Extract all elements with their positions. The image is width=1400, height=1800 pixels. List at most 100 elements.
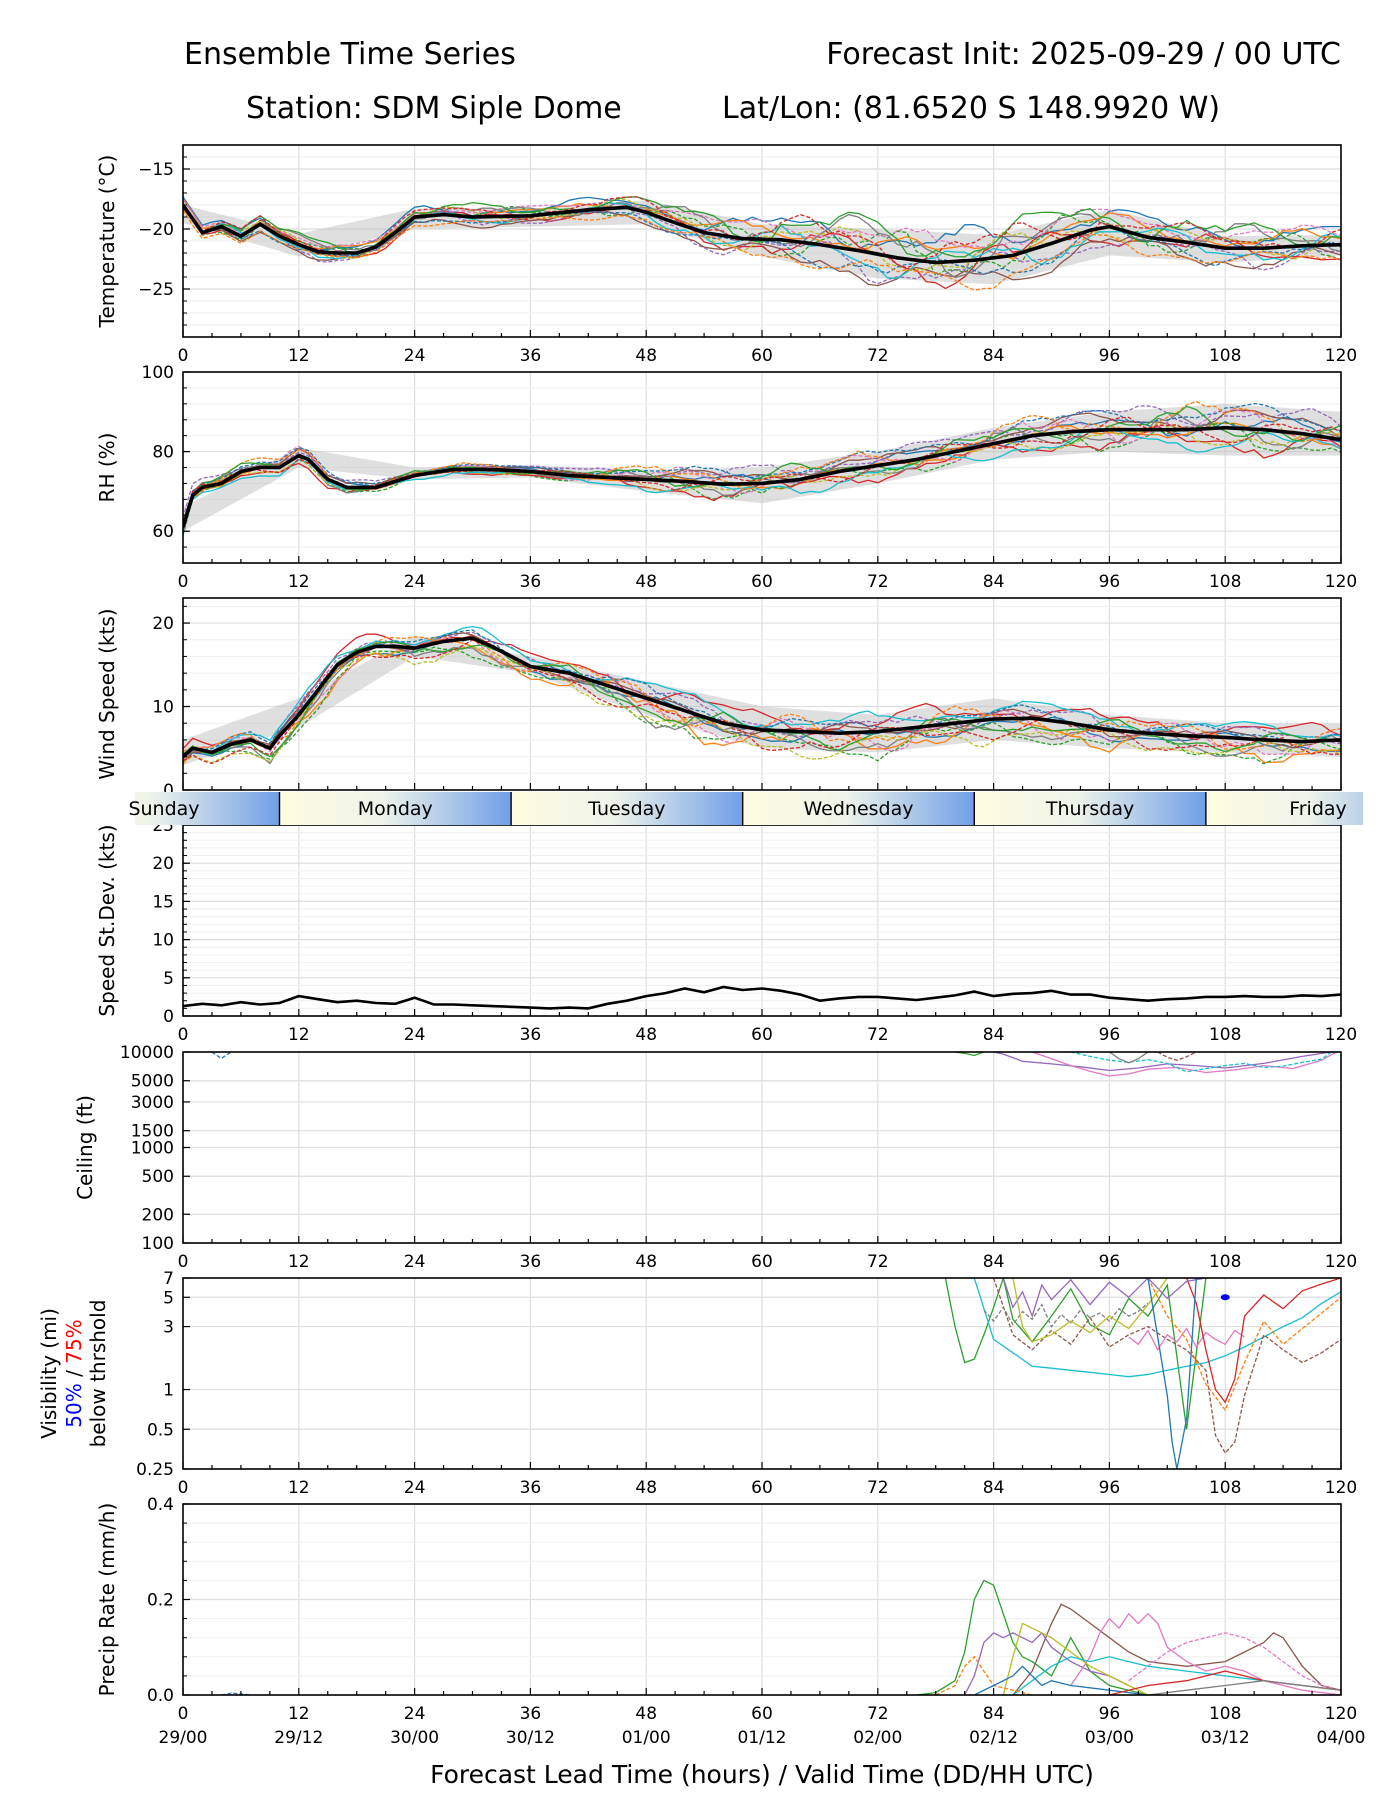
ensemble-member-line bbox=[954, 1052, 985, 1057]
threshold-separator: / bbox=[62, 1364, 86, 1383]
valid-time-label: 29/00 bbox=[159, 1728, 208, 1748]
panel-temperature: 0 12 24 36 48 60 72 84 96 108 120 −25 −20 −15 Temperat… bbox=[95, 144, 1357, 366]
y-axis-label: Temperature (°C) bbox=[95, 155, 119, 329]
x-tick-label: 96 bbox=[1099, 1252, 1121, 1272]
day-label: Sunday bbox=[128, 798, 199, 820]
y-tick-label: 0 bbox=[163, 781, 174, 801]
valid-time-label: 02/00 bbox=[853, 1728, 902, 1748]
y-tick-label: 10 bbox=[152, 698, 174, 718]
x-tick-label: 84 bbox=[983, 1478, 1005, 1498]
valid-time-label: 02/12 bbox=[969, 1728, 1018, 1748]
y-tick-label: 3 bbox=[163, 1318, 174, 1338]
valid-time-label: 29/12 bbox=[274, 1728, 323, 1748]
y-tick-label: 0.25 bbox=[136, 1460, 174, 1480]
y-tick-label: 500 bbox=[142, 1167, 174, 1187]
x-tick-label: 60 bbox=[751, 1252, 773, 1272]
y-tick-label: 0.5 bbox=[147, 1420, 174, 1440]
x-tick-label: 24 bbox=[404, 346, 426, 366]
x-tick-label: 48 bbox=[635, 1704, 657, 1724]
threshold-legend: 50% / 75% bbox=[62, 1319, 86, 1427]
threshold-50-marker bbox=[1220, 1294, 1230, 1301]
valid-time-label: 03/12 bbox=[1201, 1728, 1250, 1748]
x-tick-label: 12 bbox=[288, 1252, 310, 1272]
x-tick-label: 24 bbox=[404, 1252, 426, 1272]
day-band bbox=[511, 792, 743, 825]
x-tick-label: 36 bbox=[520, 572, 542, 592]
x-tick-label: 120 bbox=[1325, 1252, 1357, 1272]
y-tick-label: 5000 bbox=[131, 1072, 174, 1092]
day-band bbox=[135, 792, 280, 825]
ensemble-member-line bbox=[183, 209, 1341, 291]
figure-title-right: Forecast Init: 2025-09-29 / 00 UTC bbox=[826, 37, 1341, 72]
x-tick-label: 48 bbox=[635, 572, 657, 592]
station-label: Station: SDM Siple Dome bbox=[246, 91, 622, 126]
ensemble-mean-line bbox=[183, 636, 1341, 758]
y-axis-label: Precip Rate (mm/h) bbox=[95, 1503, 119, 1697]
y-tick-label: 20 bbox=[152, 614, 174, 634]
x-tick-label: 36 bbox=[520, 1025, 542, 1045]
ensemble-member-line bbox=[1185, 1278, 1341, 1404]
plot-area-visibility bbox=[944, 1278, 1341, 1469]
x-tick-label: 12 bbox=[288, 572, 310, 592]
x-tick-label: 0 bbox=[178, 1025, 189, 1045]
ensemble-member-line bbox=[1109, 1052, 1149, 1064]
day-label: Tuesday bbox=[587, 798, 665, 820]
x-tick-label: 48 bbox=[635, 1025, 657, 1045]
figure-title-left: Ensemble Time Series bbox=[184, 37, 516, 72]
ensemble-mean-line bbox=[183, 425, 1341, 528]
y-tick-label: 0.2 bbox=[147, 1591, 174, 1611]
panel-visibility: 0 12 24 36 48 60 72 84 96 108 120 0.25 0.5 1 3 57 Visibi… bbox=[37, 1269, 1357, 1498]
threshold-75-label: 75% bbox=[62, 1319, 86, 1363]
plot-area-rh bbox=[183, 400, 1341, 536]
x-tick-label: 108 bbox=[1209, 1252, 1241, 1272]
y-tick-label: 0.4 bbox=[147, 1495, 174, 1515]
day-label: Monday bbox=[358, 798, 433, 820]
x-tick-label: 108 bbox=[1209, 1478, 1241, 1498]
plot-area-temperature bbox=[183, 196, 1341, 291]
x-tick-label: 96 bbox=[1099, 1478, 1121, 1498]
y-tick-label: 5 bbox=[163, 1288, 174, 1308]
plot-area-ceiling bbox=[211, 1052, 1341, 1077]
y-tick-label: 5 bbox=[163, 969, 174, 989]
ensemble-member-line bbox=[1128, 1327, 1245, 1352]
x-tick-label: 12 bbox=[288, 346, 310, 366]
ensemble-member-line bbox=[973, 1278, 1341, 1378]
x-tick-label: 120 bbox=[1325, 1478, 1357, 1498]
threshold-sublabel: below thrshold bbox=[86, 1300, 110, 1448]
day-label: Friday bbox=[1289, 798, 1347, 820]
x-tick-label: 72 bbox=[867, 572, 889, 592]
ensemble-member-line bbox=[993, 1052, 1341, 1072]
x-tick-label: 96 bbox=[1099, 346, 1121, 366]
ensemble-member-line bbox=[983, 1302, 1149, 1328]
valid-time-label: 30/00 bbox=[390, 1728, 439, 1748]
y-tick-label: 100 bbox=[142, 1234, 174, 1254]
ensemble-member-line bbox=[1157, 1052, 1197, 1061]
panel-precip: 0 12 24 36 48 60 72 84 96 108 120 29/00 29/12 30/00 30… bbox=[95, 1495, 1366, 1748]
y-axis-label: Visibility (mi) bbox=[37, 1308, 61, 1439]
x-tick-label: 96 bbox=[1099, 1704, 1121, 1724]
x-tick-label: 12 bbox=[288, 1704, 310, 1724]
ensemble-member-line bbox=[183, 199, 1341, 249]
ensemble-member-line bbox=[916, 1579, 1149, 1695]
y-tick-label: −20 bbox=[138, 220, 174, 240]
x-tick-label: 96 bbox=[1099, 1025, 1121, 1045]
day-strip: Sunday Monday Tuesday Wednesday Thursday Frid… bbox=[128, 792, 1363, 825]
valid-time-label: 03/00 bbox=[1085, 1728, 1134, 1748]
plot-area-wind bbox=[183, 625, 1341, 765]
valid-time-label: 01/00 bbox=[622, 1728, 671, 1748]
ensemble-member-line bbox=[1002, 1278, 1207, 1319]
ensemble-member-line bbox=[1147, 1278, 1197, 1469]
spread-band bbox=[183, 403, 1341, 532]
ensemble-member-line bbox=[211, 1052, 232, 1060]
y-tick-label: 3000 bbox=[131, 1093, 174, 1113]
y-tick-label: −25 bbox=[138, 280, 174, 300]
ensemble-member-line bbox=[1002, 1622, 1149, 1695]
valid-time-label: 04/00 bbox=[1317, 1728, 1366, 1748]
ensemble-member-line bbox=[974, 1665, 1149, 1695]
ensemble-member-line bbox=[183, 196, 1341, 258]
day-band bbox=[742, 792, 975, 825]
ensemble-member-line bbox=[944, 1278, 1207, 1430]
y-axis-label: Wind Speed (kts) bbox=[95, 608, 119, 779]
